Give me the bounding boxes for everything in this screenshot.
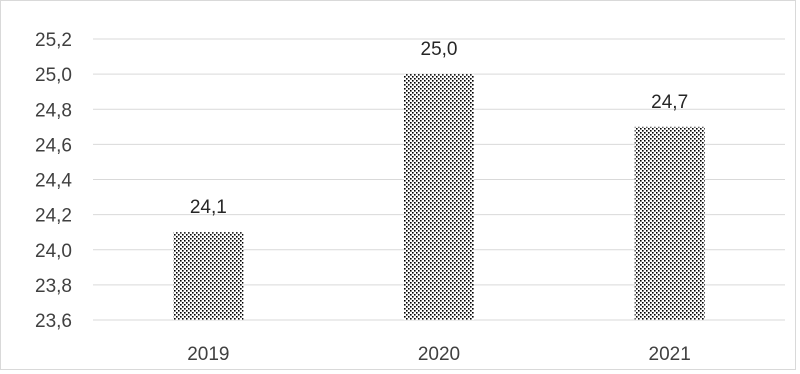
x-axis-tick-labels: 2019 2020 2021 xyxy=(187,344,691,365)
y-tick-label: 24,6 xyxy=(35,135,72,156)
x-tick-label-2021: 2021 xyxy=(649,344,691,365)
bars xyxy=(173,74,705,320)
bar-2021 xyxy=(634,126,705,320)
y-tick-label: 24,0 xyxy=(35,241,72,262)
y-axis-tick-labels: 23,6 23,8 24,0 24,2 24,4 24,6 24,8 25,0 25,2 xyxy=(35,30,72,332)
x-tick-label-2020: 2020 xyxy=(418,344,460,365)
data-label-2021: 24,7 xyxy=(651,92,688,113)
y-tick-label: 25,2 xyxy=(35,30,72,51)
data-label-2020: 25,0 xyxy=(421,39,458,60)
y-tick-label: 23,6 xyxy=(35,311,72,332)
data-label-2019: 24,1 xyxy=(190,197,227,218)
x-tick-label-2019: 2019 xyxy=(187,344,229,365)
y-tick-label: 23,8 xyxy=(35,276,72,297)
bar-2020 xyxy=(404,74,474,320)
y-tick-label: 24,2 xyxy=(35,206,72,227)
data-labels: 24,1 25,0 24,7 xyxy=(190,39,688,218)
bar-2019 xyxy=(173,232,244,320)
y-tick-label: 24,4 xyxy=(35,171,72,192)
y-tick-label: 24,8 xyxy=(35,100,72,121)
y-tick-label: 25,0 xyxy=(35,65,72,86)
